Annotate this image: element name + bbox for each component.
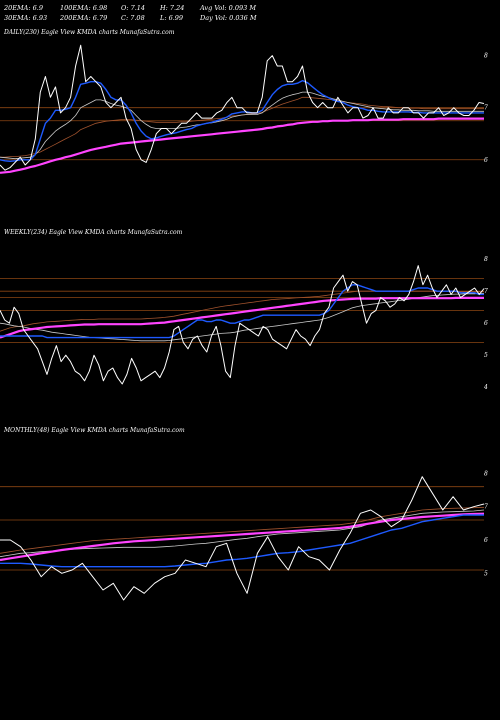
daily-panel-title: DAILY(230) Eagle View KMDA charts Munafa… (3, 29, 175, 36)
monthly-ema-short-line (0, 514, 484, 568)
weekly-y-tick-label: 8 (484, 256, 488, 263)
header-30ema: 30EMA: 6.93 (4, 14, 47, 22)
daily-y-tick-label: 7 (484, 105, 488, 112)
weekly-y-tick-label: 6 (484, 320, 488, 327)
daily-panel: DAILY(230) Eagle View KMDA charts Munafa… (0, 29, 488, 174)
weekly-panel: WEEKLY(234) Eagle View KMDA charts Munaf… (0, 229, 488, 391)
weekly-y-tick-label: 7 (484, 288, 488, 295)
weekly-price-line (0, 265, 485, 385)
header-20ema: 20EMA: 6.9 (3, 4, 43, 12)
monthly-y-tick-label: 7 (484, 504, 488, 511)
weekly-ema-short-line (0, 284, 484, 339)
header-avg-vol: Avg Vol: 0.093 M (199, 4, 256, 12)
weekly-y-tick-label: 5 (484, 352, 488, 359)
daily-y-tick-label: 6 (484, 157, 488, 164)
header-high: H: 7.24 (159, 4, 184, 12)
weekly-panel-title: WEEKLY(234) Eagle View KMDA charts Munaf… (4, 229, 183, 236)
header-block: 20EMA: 6.9 30EMA: 6.93 100EMA: 6.98 200E… (3, 4, 257, 22)
monthly-ema-long-line (0, 512, 485, 562)
header-100ema: 100EMA: 6.98 (60, 4, 107, 12)
monthly-ema-brown-line (0, 506, 485, 554)
monthly-y-tick-label: 5 (484, 570, 488, 577)
daily-ema-long-line (0, 117, 484, 174)
daily-price-line (0, 44, 485, 171)
daily-y-tick-label: 8 (484, 53, 488, 60)
weekly-y-tick-label: 4 (483, 384, 488, 391)
header-200ema: 200EMA: 6.79 (59, 14, 107, 22)
header-close: C: 7.08 (121, 14, 145, 22)
monthly-panel: MONTHLY(48) Eagle View KMDA charts Munaf… (0, 427, 488, 601)
header-low: L: 6.99 (159, 14, 183, 22)
monthly-y-tick-label: 6 (484, 537, 488, 544)
header-day-vol: Day Vol: 0.036 M (199, 14, 257, 22)
monthly-panel-title: MONTHLY(48) Eagle View KMDA charts Munaf… (3, 427, 185, 434)
monthly-price-line (0, 476, 485, 601)
daily-ema-short-line (0, 79, 484, 163)
daily-ema-mid-line (0, 91, 484, 160)
monthly-y-tick-label: 8 (484, 470, 488, 477)
header-open: O: 7.14 (121, 4, 145, 12)
weekly-ema-long-line (0, 296, 484, 339)
